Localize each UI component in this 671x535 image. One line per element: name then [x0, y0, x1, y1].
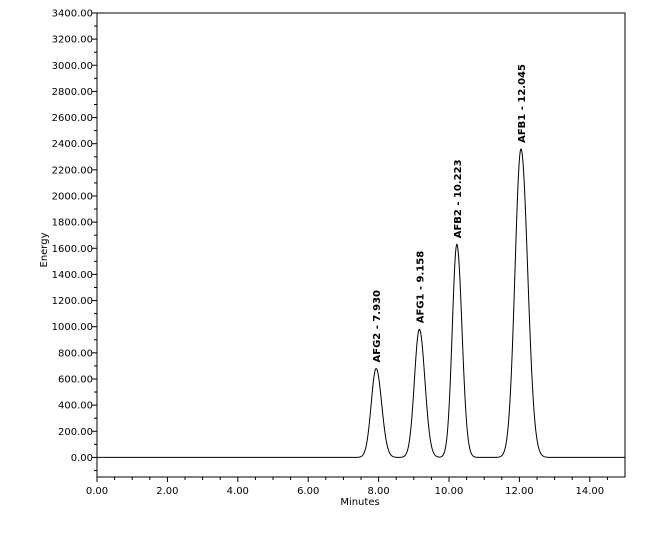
x-tick-label: 0.00 — [86, 486, 108, 497]
peak-label: AFG1 - 9.158 — [415, 251, 426, 324]
y-tick-label: 800.00 — [58, 348, 93, 359]
y-tick-label: 2800.00 — [52, 87, 93, 98]
x-tick-label: 8.00 — [367, 486, 389, 497]
x-tick-label: 10.00 — [435, 486, 464, 497]
y-tick-label: 2000.00 — [52, 191, 93, 202]
peak-label: AFB1 - 12.045 — [517, 64, 528, 143]
y-tick-label: 400.00 — [58, 401, 93, 412]
y-axis-title: Energy — [39, 232, 50, 267]
y-tick-label: 1400.00 — [52, 270, 93, 281]
plot-frame — [96, 12, 626, 478]
y-tick-label: 2200.00 — [52, 165, 93, 176]
y-tick-label: 2600.00 — [52, 113, 93, 124]
y-tick-label: 3400.00 — [52, 9, 93, 20]
y-tick-label: 3000.00 — [52, 61, 93, 72]
y-tick-label: 0.00 — [71, 453, 93, 464]
x-tick-label: 4.00 — [227, 486, 249, 497]
peak-label: AFB2 - 10.223 — [453, 159, 464, 238]
x-tick-label: 6.00 — [297, 486, 319, 497]
x-axis-ticks: 0.00 2.00 4.00 6.00 8.00 10.00 12.00 14.00 — [86, 477, 608, 497]
y-tick-label: 1600.00 — [52, 244, 93, 255]
y-tick-label: 1200.00 — [52, 296, 93, 307]
chromatogram-trace — [97, 148, 625, 458]
axes-group — [96, 12, 626, 478]
y-tick-label: 200.00 — [58, 427, 93, 438]
x-tick-label: 2.00 — [156, 486, 178, 497]
peak-label: AFG2 - 7.930 — [372, 290, 383, 363]
x-tick-label: 12.00 — [505, 486, 534, 497]
y-tick-label: 1800.00 — [52, 218, 93, 229]
x-tick-label: 14.00 — [575, 486, 604, 497]
y-tick-label: 600.00 — [58, 374, 93, 385]
y-tick-label: 1000.00 — [52, 322, 93, 333]
x-axis-title: Minutes — [340, 497, 379, 508]
y-tick-label: 3200.00 — [52, 35, 93, 46]
peak-labels: AFG2 - 7.930 AFG1 - 9.158 AFB2 - 10.223 AFB… — [372, 64, 528, 362]
y-axis-ticks: 0.00 200.00 400.00 600.00 800.00 1000.00 1200.… — [52, 9, 97, 471]
y-tick-label: 2400.00 — [52, 139, 93, 150]
